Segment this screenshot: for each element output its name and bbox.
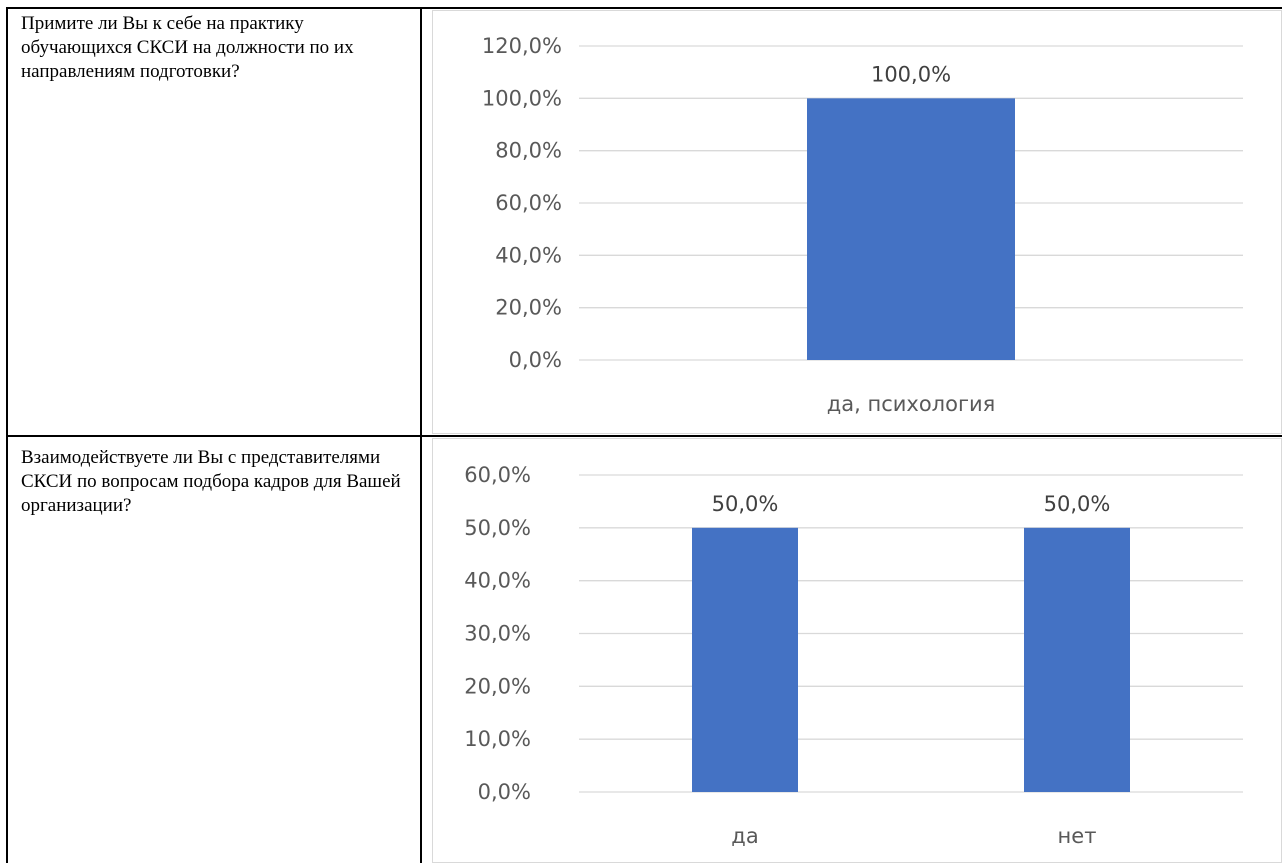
table-top-border — [6, 7, 1282, 9]
y-tick-label: 40,0% — [495, 243, 562, 267]
table-left-border — [6, 7, 8, 863]
y-tick-label: 60,0% — [495, 191, 562, 215]
y-tick-label: 30,0% — [464, 622, 531, 646]
category-label: да — [731, 824, 758, 848]
chart-1-frame: 0,0% 20,0% 40,0% 60,0% 80,0% 100,0% 120,0% 100,… — [432, 10, 1282, 434]
y-tick-label: 0,0% — [478, 780, 531, 804]
y-tick-label: 40,0% — [464, 569, 531, 593]
question-2-text: Взаимодействуете ли Вы с представителями… — [21, 447, 401, 516]
y-tick-label: 10,0% — [464, 727, 531, 751]
table-column-divider — [420, 7, 422, 863]
table-middle-border — [6, 435, 1282, 437]
y-tick-label: 0,0% — [509, 348, 562, 372]
chart-2-frame: 0,0% 10,0% 20,0% 30,0% 40,0% 50,0% 60,0% 50,0% д… — [432, 438, 1282, 863]
y-tick-label: 100,0% — [482, 86, 562, 110]
data-label: 100,0% — [871, 62, 951, 86]
data-label: 50,0% — [1044, 492, 1111, 516]
data-label: 50,0% — [712, 492, 779, 516]
y-tick-label: 20,0% — [464, 674, 531, 698]
y-tick-label: 60,0% — [464, 463, 531, 487]
bar — [807, 98, 1015, 360]
chart-2: 0,0% 10,0% 20,0% 30,0% 40,0% 50,0% 60,0% 50,0% д… — [464, 463, 1243, 848]
y-tick-label: 80,0% — [495, 139, 562, 163]
y-tick-label: 120,0% — [482, 34, 562, 58]
question-1-text: Примите ли Вы к себе на практику обучающ… — [21, 13, 354, 82]
y-tick-label: 50,0% — [464, 516, 531, 540]
chart-1: 0,0% 20,0% 40,0% 60,0% 80,0% 100,0% 120,0% 100,… — [482, 34, 1243, 416]
y-tick-label: 20,0% — [495, 296, 562, 320]
bar — [692, 527, 798, 792]
bar — [1024, 527, 1130, 792]
category-label: нет — [1058, 824, 1097, 848]
category-label: да, психология — [827, 392, 996, 416]
